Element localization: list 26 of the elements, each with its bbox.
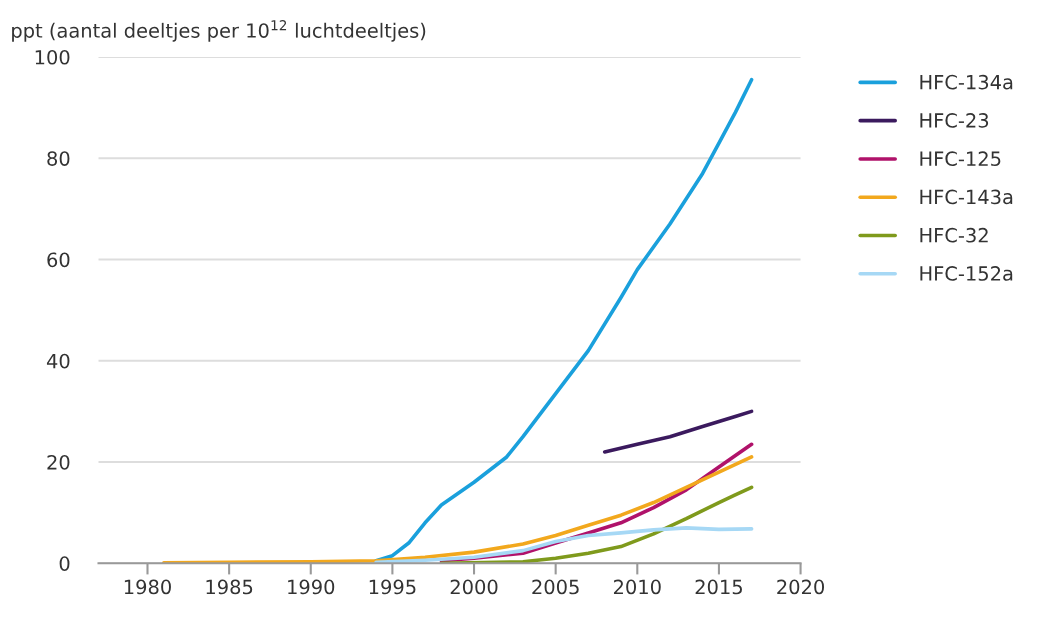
y-tick-label: 80 bbox=[47, 151, 70, 166]
x-tick-label: 2015 bbox=[695, 579, 742, 595]
line-series bbox=[374, 526, 754, 564]
y-tick-label: 100 bbox=[35, 49, 70, 65]
line-series bbox=[439, 485, 754, 564]
y-tick-label: 40 bbox=[46, 353, 70, 369]
x-tick-label: 2005 bbox=[532, 579, 579, 595]
x-tick-label: 1980 bbox=[124, 579, 171, 595]
y-tick-label: 60 bbox=[47, 252, 70, 268]
line-series bbox=[602, 409, 754, 454]
x-tick-label: 1985 bbox=[206, 579, 253, 595]
x-tick-label: 1990 bbox=[288, 579, 335, 595]
legend-label: HFC-125 bbox=[920, 151, 1001, 167]
legend-label: HFC-134a bbox=[920, 74, 1013, 90]
legend-label: HFC-23 bbox=[920, 113, 989, 128]
y-axis-title: ppt (aantal deeltjes per 10$^{12}$ luchtdeeltjes) bbox=[12, 20, 426, 42]
line-series bbox=[162, 455, 754, 564]
x-tick-label: 1995 bbox=[369, 579, 416, 595]
legend-label: HFC-152a bbox=[920, 266, 1013, 281]
legend-label: HFC-32 bbox=[920, 227, 988, 243]
x-tick-label: 2020 bbox=[777, 579, 825, 595]
y-tick-label: 20 bbox=[47, 454, 70, 470]
y-tick-label: 0 bbox=[59, 556, 70, 571]
x-tick-label: 2010 bbox=[613, 579, 661, 595]
x-tick-label: 2000 bbox=[450, 579, 498, 595]
legend-label: HFC-143a bbox=[920, 189, 1013, 205]
